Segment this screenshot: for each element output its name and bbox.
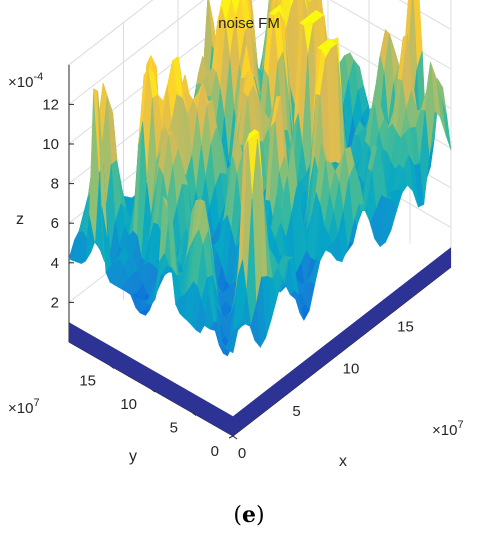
z-grid-line-side-12 — [398, 0, 452, 30]
x-axis-label: x — [339, 453, 347, 470]
tick-labels: 0 5 10 15 0 5 10 15 2 4 6 8 10 12 — [42, 96, 414, 462]
surface-cell — [288, 0, 295, 8]
y-tick-label-15: 15 — [79, 373, 96, 390]
surface-plot — [68, 0, 452, 436]
surface-front-face-y — [69, 322, 233, 436]
y-tick-label-0: 0 — [211, 443, 219, 460]
x-tick-label-10: 10 — [343, 361, 360, 378]
x-tick-mark-0 — [228, 435, 234, 439]
surface-front-face-x — [233, 247, 451, 436]
y-tick-label-5: 5 — [170, 420, 178, 437]
z-tick-label-12: 12 — [42, 96, 59, 113]
top-edge-back — [68, 0, 154, 66]
z-tick-label-10: 10 — [42, 136, 59, 153]
z-tick-label-4: 4 — [51, 255, 59, 272]
z-tick-label-6: 6 — [51, 215, 59, 232]
panel-label: (e) — [233, 502, 264, 528]
y-tick-mark-0 — [232, 435, 238, 440]
x-exponent-label: ×107 — [432, 419, 464, 439]
y-tick-label-10: 10 — [120, 396, 137, 413]
y-exponent-label: ×107 — [8, 397, 40, 417]
z-exponent-label: ×10-4 — [8, 71, 43, 91]
x-tick-label-0: 0 — [238, 445, 246, 462]
surface-cell — [228, 327, 239, 354]
x-tick-label-5: 5 — [292, 403, 300, 420]
y-tick-mark-5 — [191, 412, 197, 416]
x-tick-label-15: 15 — [397, 318, 414, 335]
z-axis-label: z — [16, 211, 24, 228]
chart-title: noise FM — [218, 15, 280, 32]
z-tick-label-2: 2 — [51, 294, 59, 311]
y-axis-label: y — [129, 448, 137, 465]
y-tick-mark-10 — [150, 388, 156, 393]
z-tick-label-8: 8 — [51, 176, 59, 193]
y-tick-mark-15 — [109, 365, 115, 369]
